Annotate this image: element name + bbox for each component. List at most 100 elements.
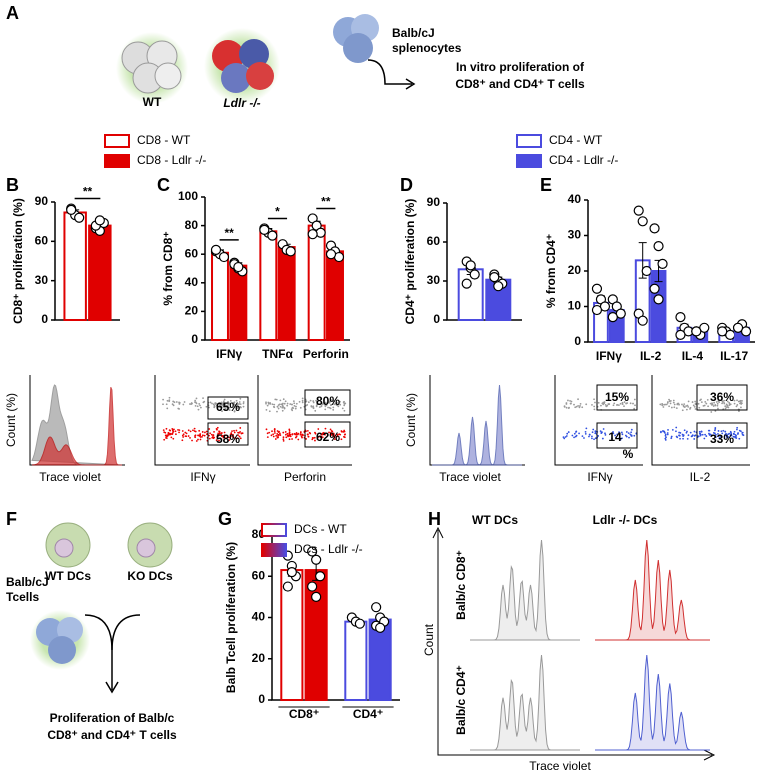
event-dot: [221, 403, 224, 406]
event-dot: [195, 402, 198, 405]
event-dot: [324, 405, 327, 408]
event-dot: [630, 428, 633, 431]
event-dot: [577, 398, 579, 401]
event-dot: [606, 404, 609, 407]
event-dot: [266, 404, 269, 407]
event-dot: [573, 436, 575, 439]
event-dot: [621, 403, 624, 406]
y-tick-label: 80: [185, 218, 199, 232]
event-dot: [565, 435, 568, 437]
histogram: [470, 539, 580, 641]
event-dot: [220, 406, 223, 409]
event-dot: [194, 404, 197, 407]
event-dot: [689, 406, 692, 409]
event-dot: [675, 435, 678, 438]
event-dot: [292, 400, 295, 403]
event-dot: [308, 431, 311, 434]
event-dot: [291, 409, 294, 412]
event-dot: [600, 432, 603, 435]
event-dot: [231, 430, 233, 433]
event-dot: [714, 404, 717, 407]
event-dot: [194, 401, 196, 403]
event-dot: [309, 399, 312, 402]
event-dot: [717, 433, 719, 435]
event-dot: [317, 436, 319, 438]
bar: [326, 250, 344, 341]
event-dot: [716, 402, 719, 405]
data-point: [307, 229, 318, 240]
event-dot: [270, 434, 273, 437]
data-point: [657, 258, 668, 269]
event-dot: [184, 435, 187, 438]
event-dot: [726, 434, 728, 437]
event-dot: [288, 428, 291, 431]
data-point: [325, 249, 337, 260]
event-dot: [694, 400, 697, 403]
event-dot: [597, 435, 600, 437]
significance-label: **: [321, 195, 331, 209]
gate: [304, 421, 351, 448]
event-dot: [165, 436, 167, 439]
event-dot: [727, 406, 730, 409]
event-dot: [242, 402, 245, 405]
event-dot: [273, 428, 276, 430]
event-dot: [212, 403, 215, 406]
legend-label: DCs - WT: [294, 522, 347, 536]
event-dot: [278, 432, 281, 435]
event-dot: [205, 405, 208, 408]
event-dot: [612, 431, 614, 433]
event-dot: [324, 427, 327, 430]
event-dot: [602, 403, 605, 406]
data-point: [233, 261, 244, 273]
data-point: [218, 251, 230, 263]
event-dot: [724, 430, 727, 433]
histogram: [432, 384, 522, 466]
event-dot: [333, 438, 336, 441]
event-dot: [339, 400, 341, 403]
event-dot: [198, 434, 201, 437]
event-dot: [585, 427, 588, 430]
event-dot: [330, 399, 333, 401]
event-dot: [199, 404, 201, 407]
event-dot: [238, 407, 241, 409]
event-dot: [694, 434, 697, 437]
data-point: [371, 602, 382, 613]
event-dot: [681, 403, 683, 406]
event-dot: [218, 406, 221, 409]
event-dot: [677, 402, 680, 405]
event-dot: [668, 400, 671, 403]
event-dot: [694, 403, 697, 406]
event-dot: [592, 428, 595, 431]
event-dot: [682, 437, 684, 440]
event-dot: [715, 401, 718, 403]
data-point: [259, 224, 270, 235]
event-dot: [324, 433, 326, 436]
gate-label: 80%: [316, 394, 340, 408]
event-dot: [168, 396, 171, 399]
event-dot: [630, 431, 633, 434]
event-dot: [664, 403, 667, 406]
event-dot: [163, 438, 166, 441]
x-tick-label: IL-17: [720, 349, 748, 363]
event-dot: [271, 403, 274, 406]
event-dot: [233, 431, 236, 434]
gate: [696, 422, 748, 449]
event-dot: [291, 403, 293, 406]
event-dot: [277, 431, 280, 433]
event-dot: [171, 432, 174, 434]
panel-letter: C: [157, 175, 170, 195]
event-dot: [234, 437, 236, 439]
event-dot: [242, 405, 245, 408]
event-dot: [693, 438, 696, 440]
event-dot: [666, 433, 669, 436]
panel-letter: A: [6, 3, 19, 23]
event-dot: [170, 436, 173, 439]
event-dot: [717, 400, 720, 402]
event-dot: [172, 437, 175, 440]
event-dot: [193, 427, 196, 430]
event-dot: [311, 438, 314, 441]
event-dot: [588, 435, 590, 438]
event-dot: [282, 440, 285, 442]
event-dot: [275, 398, 278, 401]
y-tick-label: 20: [185, 304, 199, 318]
